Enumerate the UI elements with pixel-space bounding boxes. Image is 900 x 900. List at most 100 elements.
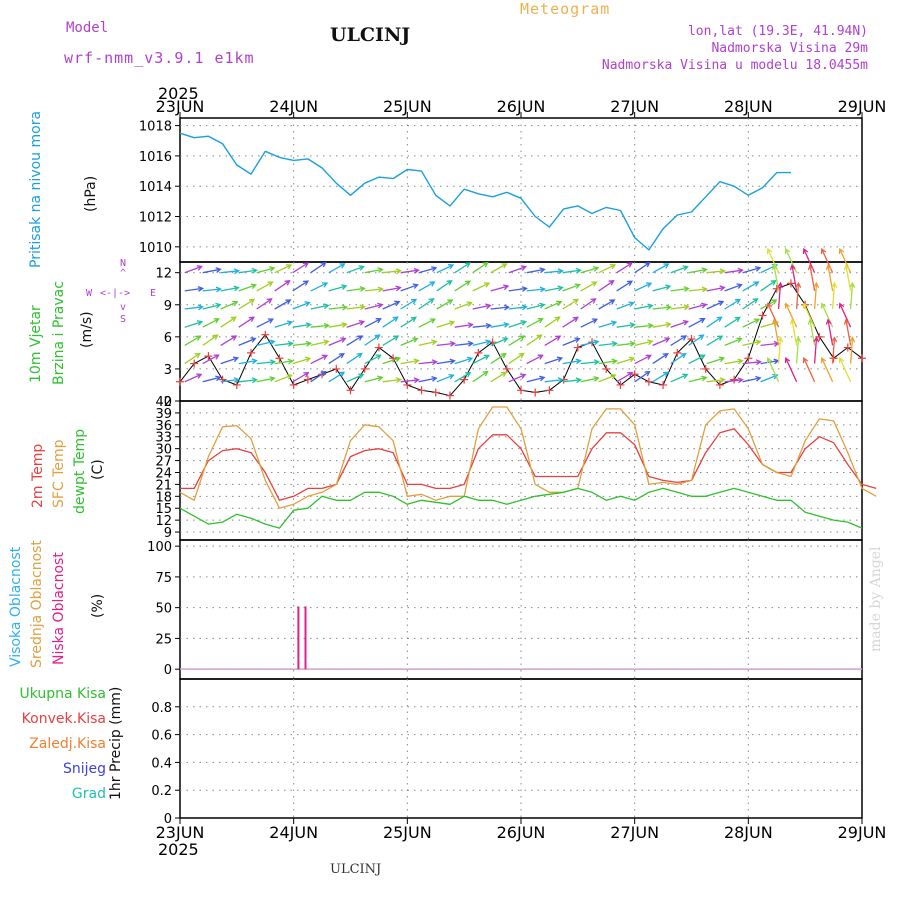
precip-legend-hail: Grad xyxy=(71,786,106,802)
wind-speed-marker xyxy=(531,388,540,397)
top-xtick-label: 25JUN xyxy=(383,97,432,116)
wind-speed-marker xyxy=(218,375,227,384)
wind-direction-arrow xyxy=(616,371,634,383)
wind-speed-marker xyxy=(616,380,625,389)
precip-legend-snow: Snijeg xyxy=(62,761,106,777)
wind-direction-arrow xyxy=(346,352,363,365)
wind-speed-marker xyxy=(417,386,426,395)
wind-direction-arrow xyxy=(418,359,438,366)
wind-direction-arrow xyxy=(598,340,618,347)
temperature-ytick-label: 24 xyxy=(155,466,172,481)
wind-direction-arrow xyxy=(184,335,202,346)
wind-direction-arrow xyxy=(184,352,201,365)
wind-direction-arrow xyxy=(706,335,724,346)
wind-direction-arrow xyxy=(220,300,239,310)
wind-direction-arrow xyxy=(831,281,838,310)
wind-direction-arrow xyxy=(544,268,564,275)
compass-east: E xyxy=(150,288,157,299)
wind-direction-arrow xyxy=(238,337,257,347)
top-xtick-label: 24JUN xyxy=(269,97,318,116)
temperature-ytick-label: 18 xyxy=(155,490,172,505)
wind-direction-arrow xyxy=(364,286,384,293)
wind-direction-arrow xyxy=(274,320,294,328)
wind-direction-arrow xyxy=(688,318,706,328)
wind-ytick-label: 0 xyxy=(164,395,172,410)
wind-direction-arrow xyxy=(364,318,382,328)
wind-direction-arrow xyxy=(490,337,509,346)
compass-north: N xyxy=(120,258,127,269)
wind-direction-arrow xyxy=(634,322,654,329)
wind-direction-arrow xyxy=(706,300,725,310)
wind-direction-arrow xyxy=(202,354,220,365)
wind-direction-arrow xyxy=(382,300,401,310)
wind-direction-arrow xyxy=(820,356,834,383)
panel-pressure: 1010 1012 1014 1016 1018 xyxy=(139,117,863,263)
wind-direction-arrow xyxy=(544,285,564,292)
wind-direction-arrow xyxy=(724,316,741,328)
panel-cloud: 0 25 50 75 100 xyxy=(147,539,863,680)
compass-arrow-down-icon: v xyxy=(120,302,127,313)
wind-direction-arrow xyxy=(454,262,471,274)
wind-direction-arrow xyxy=(490,321,510,328)
wind-direction-arrow xyxy=(742,265,762,274)
wind-direction-arrow xyxy=(544,356,564,365)
wind-direction-arrow xyxy=(184,304,204,311)
wind-direction-arrow xyxy=(580,318,599,328)
wind-direction-arrow xyxy=(202,318,220,328)
wind-direction-arrow xyxy=(436,320,456,328)
wind-direction-arrow xyxy=(418,318,436,328)
compass-south: S xyxy=(120,314,127,325)
wind-direction-arrow xyxy=(292,301,311,310)
wind-direction-arrow xyxy=(202,286,222,293)
wind-direction-arrow xyxy=(400,358,420,365)
pressure-ytick-label: 1012 xyxy=(139,211,172,226)
wind-direction-arrow xyxy=(562,377,582,384)
wind-speed-marker xyxy=(247,348,256,357)
temperature-ytick-label: 12 xyxy=(155,514,172,529)
wind-direction-arrow xyxy=(616,301,635,310)
wind-direction-arrow xyxy=(724,377,744,384)
wind-direction-arrow xyxy=(220,285,240,292)
wind-direction-arrow xyxy=(310,339,330,347)
wind-direction-arrow xyxy=(508,319,528,328)
wind-direction-arrow xyxy=(598,320,618,328)
wind-direction-arrow xyxy=(292,372,310,383)
wind-direction-arrow xyxy=(688,302,708,310)
wind-speed-marker xyxy=(176,377,184,386)
wind-direction-arrow xyxy=(256,298,273,310)
wind-direction-arrow xyxy=(688,354,706,365)
wind-direction-arrow xyxy=(742,375,762,383)
wind-direction-arrow xyxy=(652,337,671,346)
wind-direction-arrow xyxy=(562,337,581,347)
cloud-ytick-label: 50 xyxy=(155,602,172,617)
wind-direction-arrow xyxy=(364,302,384,310)
wind-direction-arrow xyxy=(526,354,544,365)
wind-direction-arrow xyxy=(454,340,474,347)
wind-direction-arrow xyxy=(616,340,636,347)
wind-direction-arrow xyxy=(472,354,491,365)
wind-direction-arrow xyxy=(652,371,670,383)
wind-speed-marker xyxy=(474,348,483,357)
wind-direction-arrow xyxy=(472,303,492,310)
wind-direction-arrow xyxy=(454,322,474,329)
wind-direction-arrow xyxy=(238,358,258,365)
wind-direction-arrow xyxy=(202,267,222,274)
wind-direction-arrow xyxy=(256,318,275,328)
sfc-temp-line xyxy=(179,406,877,509)
wind-direction-arrow xyxy=(508,335,526,346)
wind-speed-marker xyxy=(275,354,284,363)
wind-direction-arrow xyxy=(220,316,237,328)
wind-speed-marker xyxy=(630,370,639,379)
wind-speed-marker xyxy=(772,284,781,293)
wind-direction-arrow xyxy=(760,280,777,292)
wind-direction-arrow xyxy=(706,377,726,384)
wind-direction-arrow xyxy=(742,318,761,328)
wind-direction-arrow xyxy=(310,303,330,310)
wind-direction-arrow xyxy=(652,304,672,311)
wind-direction-arrow xyxy=(400,377,420,384)
temperature-ytick-label: 9 xyxy=(164,526,172,541)
wind-direction-arrow xyxy=(724,358,744,365)
station-title: ULCINJ xyxy=(330,24,411,46)
lonlat-text: lon,lat (19.3E, 41.94N) xyxy=(687,24,868,39)
wind-direction-arrow xyxy=(220,377,240,383)
